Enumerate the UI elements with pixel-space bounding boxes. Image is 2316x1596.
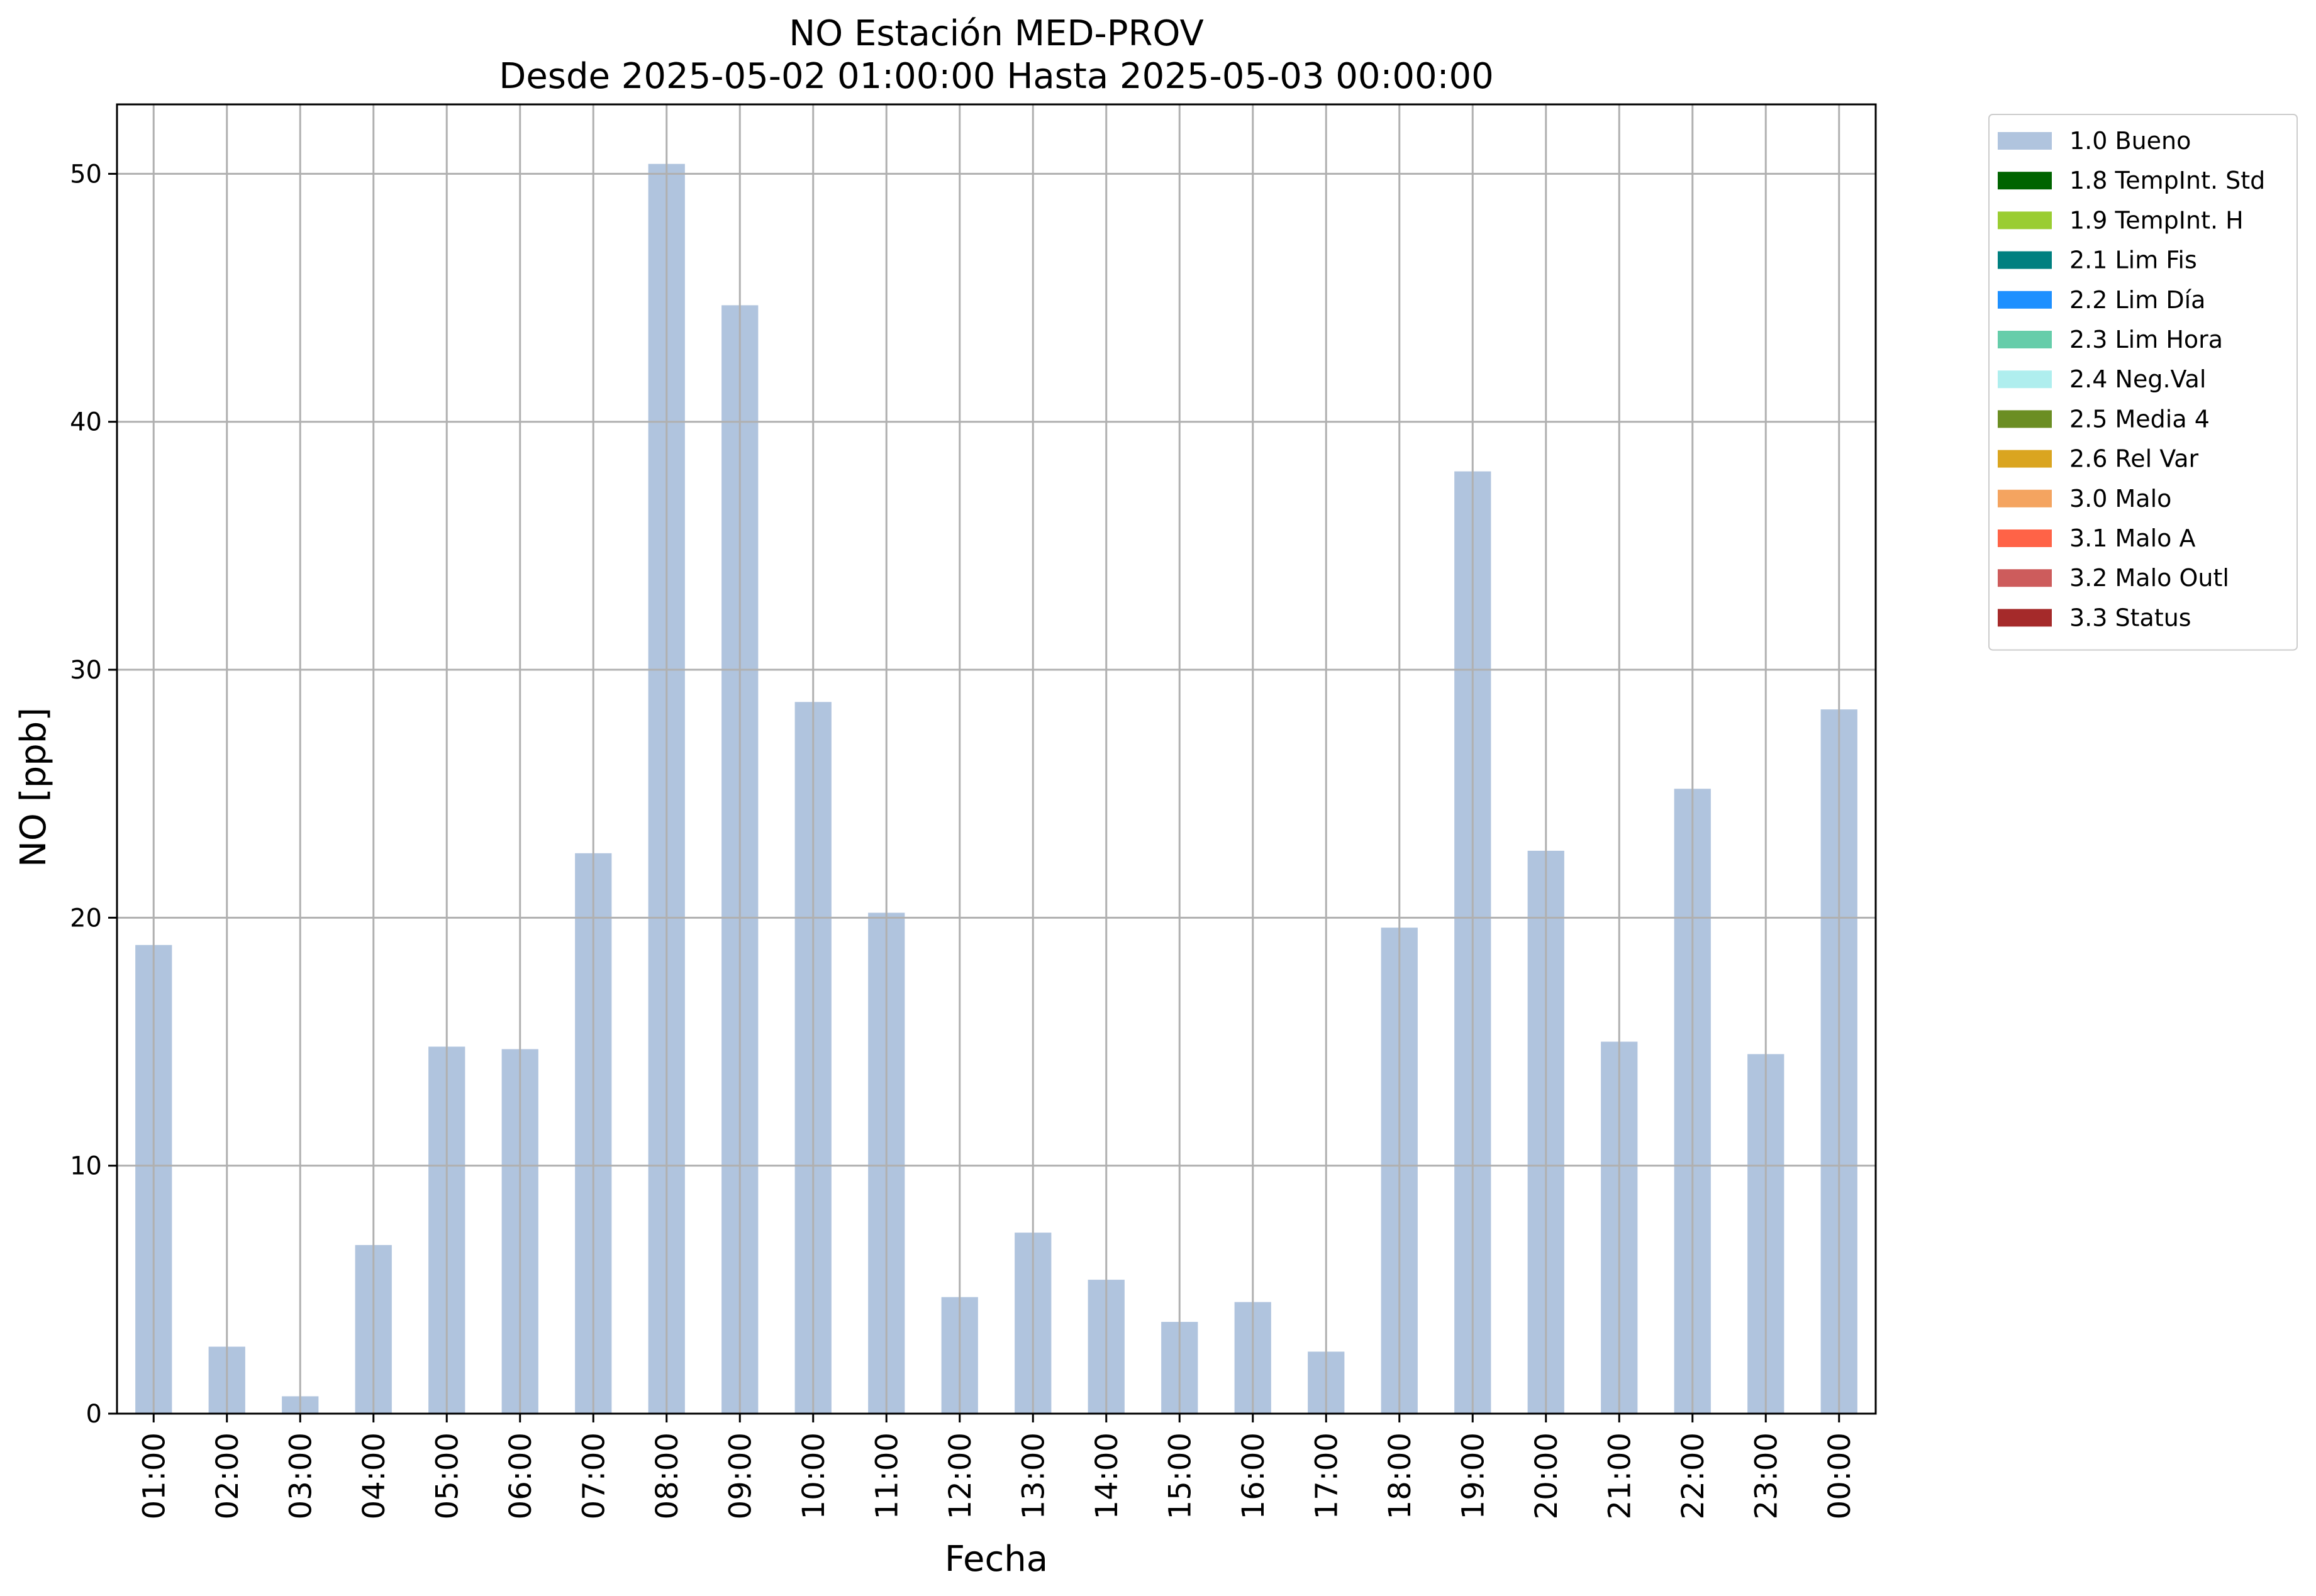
x-tick-label: 18:00 bbox=[1383, 1433, 1418, 1519]
legend: 1.0 Bueno 1.8 TempInt. Std 1.9 TempInt. H 2… bbox=[1988, 114, 2298, 651]
x-tick-label: 11:00 bbox=[869, 1433, 905, 1519]
x-axis-label: Fecha bbox=[945, 1539, 1048, 1580]
x-tick-label: 17:00 bbox=[1309, 1433, 1344, 1519]
x-tick-label: 10:00 bbox=[796, 1433, 832, 1519]
y-axis: 0 10 20 30 40 50 bbox=[70, 160, 117, 1429]
legend-swatch bbox=[1998, 609, 2052, 627]
x-tick-label: 14:00 bbox=[1089, 1433, 1125, 1519]
legend-label: 3.1 Malo A bbox=[2069, 524, 2195, 552]
x-tick-label: 22:00 bbox=[1676, 1433, 1711, 1519]
y-tick-label: 20 bbox=[70, 904, 102, 933]
legend-label: 1.9 TempInt. H bbox=[2069, 206, 2244, 234]
x-tick-label: 19:00 bbox=[1456, 1433, 1491, 1519]
x-tick-label: 12:00 bbox=[943, 1433, 978, 1519]
legend-swatch bbox=[1998, 450, 2052, 468]
legend-label: 2.1 Lim Fis bbox=[2069, 247, 2197, 274]
y-tick-label: 40 bbox=[70, 408, 102, 437]
x-axis: 01:00 02:00 03:00 04:00 05:00 06:00 07:00 08:00… bbox=[136, 1414, 1857, 1519]
x-tick-label: 13:00 bbox=[1016, 1433, 1051, 1519]
y-tick-label: 50 bbox=[70, 160, 102, 189]
x-tick-label: 07:00 bbox=[576, 1433, 611, 1519]
x-tick-label: 01:00 bbox=[136, 1433, 172, 1519]
legend-label: 2.6 Rel Var bbox=[2069, 445, 2199, 473]
x-tick-label: 21:00 bbox=[1602, 1433, 1637, 1519]
x-tick-label: 20:00 bbox=[1529, 1433, 1564, 1519]
plot-frame bbox=[116, 103, 1877, 1415]
chart-title: NO Estación MED-PROV bbox=[789, 13, 1204, 54]
chart-subtitle: Desde 2025-05-02 01:00:00 Hasta 2025-05-… bbox=[499, 56, 1494, 97]
x-tick-label: 23:00 bbox=[1749, 1433, 1784, 1519]
x-tick-label: 15:00 bbox=[1162, 1433, 1198, 1519]
x-tick-label: 06:00 bbox=[503, 1433, 538, 1519]
legend-swatch bbox=[1998, 569, 2052, 587]
y-axis-label: NO [ppb] bbox=[13, 707, 54, 867]
bars bbox=[135, 163, 1857, 1414]
legend-swatch bbox=[1998, 251, 2052, 269]
x-tick-label: 03:00 bbox=[283, 1433, 318, 1519]
legend-swatch bbox=[1998, 291, 2052, 309]
y-tick-label: 30 bbox=[70, 656, 102, 685]
legend-label: 2.2 Lim Día bbox=[2069, 286, 2205, 314]
legend-label: 2.4 Neg.Val bbox=[2069, 365, 2206, 393]
legend-label: 3.3 Status bbox=[2069, 604, 2191, 631]
x-tick-label: 05:00 bbox=[430, 1433, 465, 1519]
legend-swatch bbox=[1998, 529, 2052, 547]
legend-box bbox=[1988, 114, 2298, 651]
x-tick-label: 09:00 bbox=[723, 1433, 758, 1519]
legend-label: 2.5 Media 4 bbox=[2069, 405, 2210, 433]
grid bbox=[117, 104, 1876, 1414]
legend-label: 2.3 Lim Hora bbox=[2069, 326, 2223, 353]
x-tick-label: 00:00 bbox=[1822, 1433, 1857, 1519]
y-tick-label: 10 bbox=[70, 1152, 102, 1181]
legend-label: 3.2 Malo Outl bbox=[2069, 564, 2229, 592]
legend-label: 1.8 TempInt. Std bbox=[2069, 167, 2265, 194]
legend-label: 1.0 Bueno bbox=[2069, 127, 2191, 155]
legend-swatch bbox=[1998, 172, 2052, 190]
legend-swatch bbox=[1998, 331, 2052, 348]
y-tick-label: 0 bbox=[86, 1400, 102, 1429]
legend-swatch bbox=[1998, 410, 2052, 428]
x-tick-label: 08:00 bbox=[650, 1433, 685, 1519]
legend-swatch bbox=[1998, 132, 2052, 150]
x-tick-label: 16:00 bbox=[1236, 1433, 1271, 1519]
legend-swatch bbox=[1998, 211, 2052, 230]
x-tick-label: 04:00 bbox=[357, 1433, 392, 1519]
x-tick-label: 02:00 bbox=[210, 1433, 245, 1519]
legend-label: 3.0 Malo bbox=[2069, 485, 2171, 513]
legend-swatch bbox=[1998, 489, 2052, 507]
legend-swatch bbox=[1998, 370, 2052, 389]
